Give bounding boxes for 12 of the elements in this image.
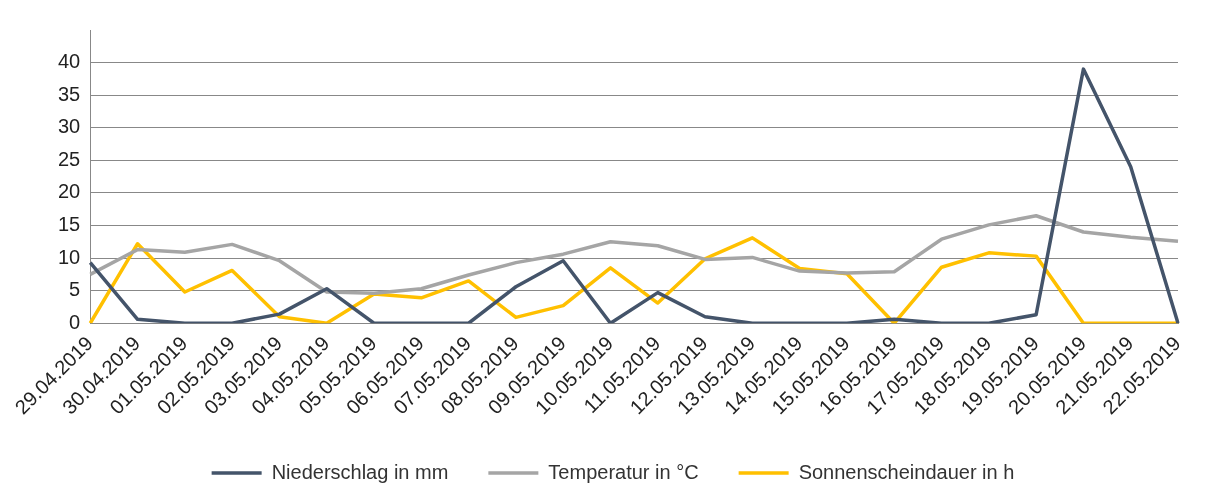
y-tick-label: 10 [58,245,81,268]
legend-label: Temperatur in °C [548,460,699,483]
legend-label: Niederschlag in mm [271,460,449,483]
y-tick-label: 35 [58,82,81,105]
y-tick-label: 20 [58,180,81,203]
y-tick-label: 40 [58,50,81,73]
y-tick-label: 0 [69,310,81,333]
y-tick-label: 25 [58,147,81,170]
y-tick-label: 30 [58,115,81,138]
y-tick-label: 5 [69,278,81,301]
legend-label: Sonnenscheindauer in h [798,460,1015,483]
y-tick-label: 15 [58,213,81,236]
